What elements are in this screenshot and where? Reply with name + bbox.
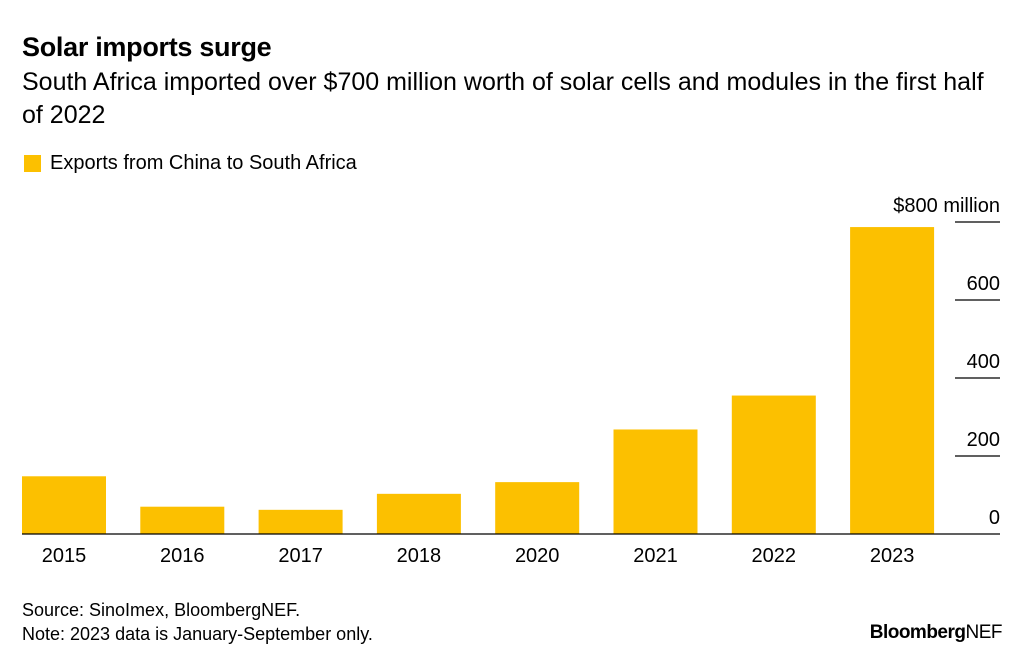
y-tick-label-400: 400 <box>967 351 1000 373</box>
x-tick-label-2020: 2020 <box>515 545 560 567</box>
x-tick-label-2023: 2023 <box>870 545 915 567</box>
x-tick-label-2015: 2015 <box>42 545 87 567</box>
bar-2016 <box>140 506 225 534</box>
x-tick-label-2021: 2021 <box>633 545 678 567</box>
x-tick-label-2022: 2022 <box>752 545 797 567</box>
bar-2020 <box>495 482 580 534</box>
x-tick-label-2016: 2016 <box>160 545 205 567</box>
footer: Source: SinoImex, BloombergNEF. Note: 20… <box>22 598 373 646</box>
x-tick-label-2018: 2018 <box>397 545 442 567</box>
bar-2017 <box>258 509 343 534</box>
legend-swatch <box>24 154 41 172</box>
legend-label: Exports from China to South Africa <box>50 151 357 174</box>
data-note: Note: 2023 data is January-September onl… <box>22 624 373 644</box>
legend: Exports from China to South Africa <box>24 151 357 175</box>
bar-2022 <box>731 395 816 534</box>
chart-subtitle: South Africa imported over $700 million … <box>22 68 984 129</box>
logo-text-light: NEF <box>965 622 1003 643</box>
bar-2015 <box>22 476 106 534</box>
chart-title: Solar imports surge <box>22 32 272 62</box>
source-note: Source: SinoImex, BloombergNEF. <box>22 600 301 620</box>
y-tick-label-200: 200 <box>967 429 1000 451</box>
logo-text-bold: Bloomberg <box>869 622 966 643</box>
bloombergnef-logo: BloombergNEF <box>869 622 1003 644</box>
y-tick-label-600: 600 <box>967 273 1000 295</box>
bar-2021 <box>613 429 698 534</box>
y-tick-label-800: $800 million <box>893 195 1000 217</box>
x-tick-label-2017: 2017 <box>278 545 323 567</box>
bar-2023 <box>850 227 935 534</box>
bar-2018 <box>376 493 461 534</box>
y-tick-label-0: 0 <box>989 507 1000 529</box>
